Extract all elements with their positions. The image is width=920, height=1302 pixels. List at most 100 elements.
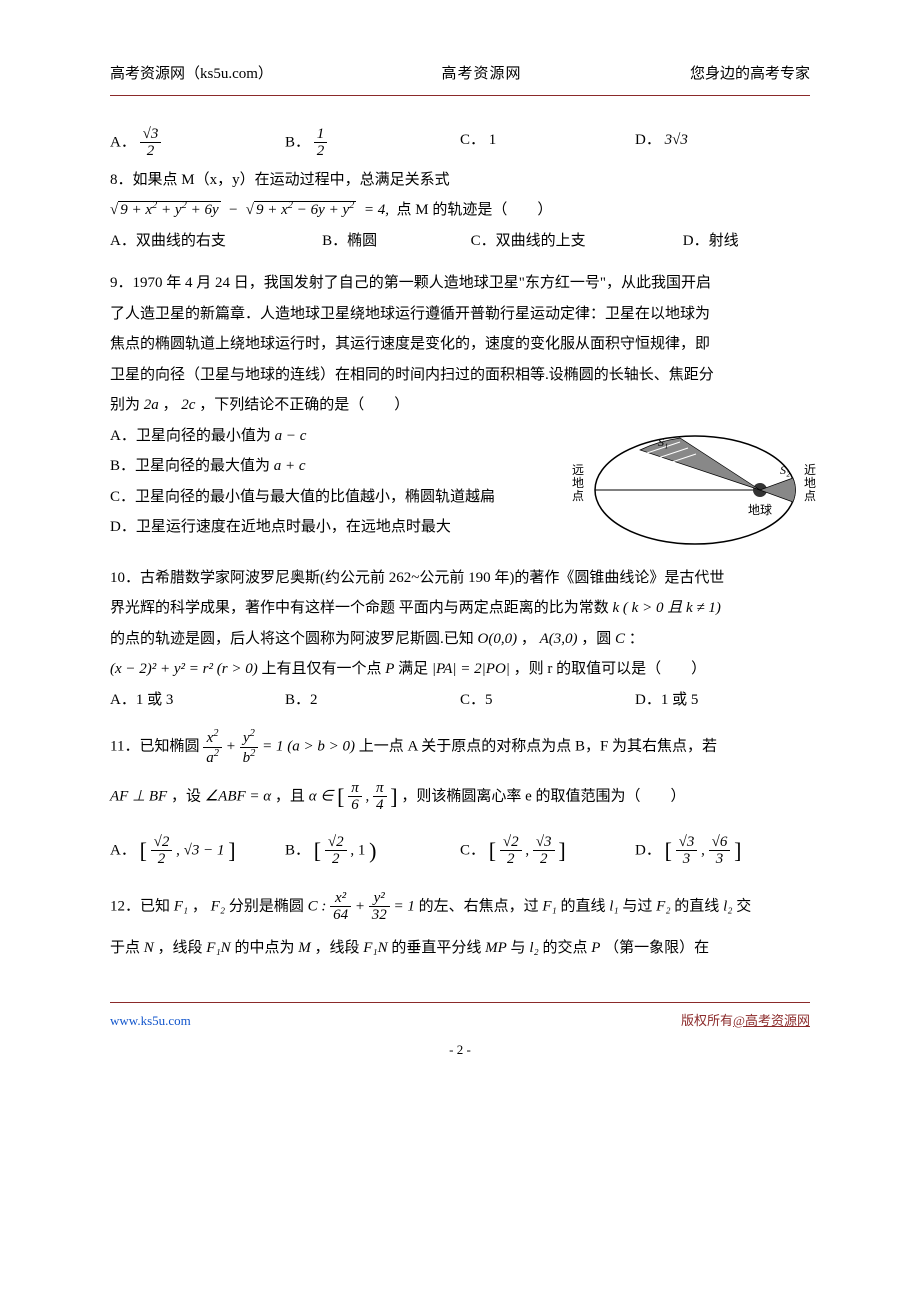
- q11-options: A． [ √22 , √3 − 1 ] B． [ √22 , 1 ) C． [ …: [110, 830, 810, 872]
- text: 满足: [398, 661, 428, 677]
- num: √2: [151, 834, 173, 852]
- var: F₁N: [363, 940, 387, 956]
- num: √3: [533, 834, 555, 852]
- q8: 8．如果点 M（x，y）在运动过程中，总满足关系式 9 + x2 + y2 + …: [110, 166, 810, 256]
- var: F₂: [211, 898, 225, 914]
- opt-val: a − c: [275, 428, 307, 444]
- q9-line: 了人造卫星的新篇章．人造地球卫星绕地球运行遵循开普勒行星运动定律：卫星在以地球为: [110, 300, 810, 329]
- text: （第一象限）在: [604, 940, 709, 956]
- text: 于点: [110, 940, 140, 956]
- header-center: 高考资源网: [441, 60, 521, 89]
- q11: 11．已知椭圆 x2a2 + y2b2 = 1 (a > b > 0) 上一点 …: [110, 728, 810, 872]
- text: ，且: [275, 788, 305, 804]
- frac-den: 2: [140, 143, 162, 160]
- text: 界光辉的科学成果，著作中有这样一个命题 平面内与两定点距离的比为常数: [110, 600, 609, 616]
- q11-stem: 11．已知椭圆 x2a2 + y2b2 = 1 (a > b > 0) 上一点 …: [110, 728, 810, 766]
- text: ，下列结论不正确的是（ ）: [199, 397, 409, 413]
- page-footer: www.ks5u.com 版权所有@高考资源网: [110, 1002, 810, 1034]
- frac-num: √3: [140, 126, 162, 144]
- text: ，: [521, 631, 536, 647]
- var: AF ⊥ BF: [110, 788, 167, 804]
- q8-options: A．双曲线的右支 B．椭圆 C．双曲线的上支 D．射线: [110, 227, 810, 256]
- q12: 12．已知 F₁ ， F₂ 分别是椭圆 C : x²64 + y²32 = 1 …: [110, 890, 810, 963]
- opt-label: D．: [635, 132, 661, 148]
- q11-opt-b: B． [ √22 , 1 ): [285, 830, 460, 872]
- opt-label: C．: [460, 842, 485, 858]
- q8-tail: 点 M 的轨迹是（ ）: [397, 202, 553, 218]
- num: π: [373, 780, 387, 798]
- opt-value: 3√3: [665, 132, 688, 148]
- q10-opt-a: A．1 或 3: [110, 686, 285, 715]
- var: k ( k > 0 且 k ≠ 1): [613, 600, 721, 616]
- num: √6: [709, 834, 731, 852]
- q8-opt-a: A．双曲线的右支: [110, 227, 322, 256]
- var: F₁N: [206, 940, 230, 956]
- opt-label: B．: [285, 134, 310, 150]
- den: 2: [533, 851, 555, 868]
- opt-value: 1: [489, 132, 497, 148]
- q10-line3: 的点的轨迹是圆，后人将这个圆称为阿波罗尼斯圆.已知 O(0,0) ， A(3,0…: [110, 625, 810, 654]
- q10-line: 10．古希腊数学家阿波罗尼奥斯(约公元前 262~公元前 190 年)的著作《圆…: [110, 564, 810, 593]
- den: 4: [373, 797, 387, 814]
- var: C: [615, 631, 625, 647]
- text: ，则该椭圆离心率 e 的取值范围为（ ）: [401, 788, 685, 804]
- opt-label: C．: [460, 132, 485, 148]
- q12-line2: 于点 N ，线段 F₁N 的中点为 M ，线段 F₁N 的垂直平分线 MP 与 …: [110, 934, 810, 963]
- den: 32: [369, 907, 390, 924]
- text: 的垂直平分线: [391, 940, 481, 956]
- q8-opt-c: C．双曲线的上支: [471, 227, 683, 256]
- text: 上有且仅有一个点: [261, 661, 381, 677]
- opt-text: B．卫星向径的最大值为: [110, 458, 270, 474]
- q12-stem: 12．已知 F₁ ， F₂ 分别是椭圆 C : x²64 + y²32 = 1 …: [110, 890, 810, 924]
- var: 2a: [144, 397, 159, 413]
- q11-opt-c: C． [ √22 , √32 ]: [460, 830, 635, 872]
- s1-label: S₁: [658, 435, 668, 449]
- q11-opt-d: D． [ √33 , √63 ]: [635, 830, 810, 872]
- q8-opt-d: D．射线: [683, 227, 810, 256]
- text: 11．已知椭圆: [110, 738, 199, 754]
- var: C :: [308, 898, 327, 914]
- q10-eq-line: (x − 2)² + y² = r² (r > 0) 上有且仅有一个点 P 满足…: [110, 655, 810, 684]
- text: 上一点 A 关于原点的对称点为点 B，F 为其右焦点，若: [359, 738, 717, 754]
- opt-label: D．: [635, 842, 661, 858]
- var: α ∈: [309, 788, 334, 804]
- den: 64: [330, 907, 351, 924]
- opt-label: A．: [110, 842, 136, 858]
- q10-line2: 界光辉的科学成果，著作中有这样一个命题 平面内与两定点距离的比为常数 k ( k…: [110, 594, 810, 623]
- text: 的中点为: [234, 940, 294, 956]
- var: F₁: [542, 898, 556, 914]
- text: 与: [511, 940, 526, 956]
- text: ：: [629, 631, 644, 647]
- eq: = 1: [393, 898, 414, 914]
- text: 别为: [110, 397, 140, 413]
- num: √2: [325, 834, 347, 852]
- var: M: [298, 940, 311, 956]
- q10-opt-b: B．2: [285, 686, 460, 715]
- header-right: 您身边的高考专家: [690, 60, 810, 89]
- text: ，线段: [158, 940, 203, 956]
- q8-equation-line: 9 + x2 + y2 + 6y − 9 + x2 − 6y + y2 = 4,…: [110, 196, 810, 225]
- text: @高考资源网: [733, 1013, 810, 1028]
- far-label: 远地点: [572, 464, 586, 504]
- opt-text: A．卫星向径的最小值为: [110, 428, 271, 444]
- var: A(3,0): [540, 631, 578, 647]
- var: ∠ABF = α: [205, 788, 271, 804]
- text: 版权所有: [681, 1013, 733, 1028]
- opt-val: a + c: [274, 458, 306, 474]
- var: N: [144, 940, 154, 956]
- ellipse-orbit-icon: S₁ S₂ 地球: [580, 422, 810, 552]
- text: ，设: [171, 788, 201, 804]
- var: F₂: [656, 898, 670, 914]
- text: ，线段: [314, 940, 359, 956]
- val: 1: [358, 842, 366, 858]
- text: 的直线: [674, 898, 719, 914]
- var: P: [591, 940, 600, 956]
- footer-url[interactable]: www.ks5u.com: [110, 1009, 191, 1034]
- num: π: [348, 780, 362, 798]
- page-header: 高考资源网（ks5u.com） 高考资源网 您身边的高考专家: [110, 60, 810, 96]
- num: y²: [369, 890, 390, 908]
- q9-line: 卫星的向径（卫星与地球的连线）在相同的时间内扫过的面积相等.设椭圆的长轴长、焦距…: [110, 361, 810, 390]
- opt-label: B．: [285, 842, 310, 858]
- text: 12．已知: [110, 898, 170, 914]
- den: 3: [709, 851, 731, 868]
